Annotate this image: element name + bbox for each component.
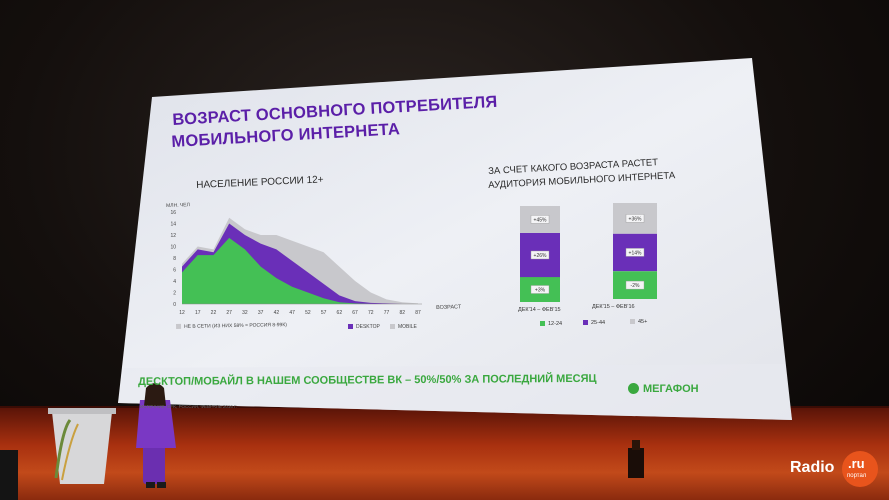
y-tick-label: 16	[170, 210, 176, 216]
legend-mobile-label: MOBILE	[398, 324, 417, 330]
x-tick-label: 17	[195, 310, 201, 316]
bar-data-label: +26%	[534, 253, 547, 259]
bar-data-label: +36%	[629, 216, 642, 222]
left-chart-xlabel: ВОЗРАСТ	[436, 304, 462, 311]
left-chart-ylabel: МЛН. ЧЕЛ	[166, 202, 190, 209]
y-tick-label: 6	[173, 268, 176, 274]
y-tick-label: 14	[170, 222, 176, 228]
x-tick-label: 27	[226, 310, 232, 316]
slide-bottom-band	[118, 364, 792, 420]
bar-legend-12-24: 12-24	[540, 321, 562, 327]
bar-legend-45plus: 45+	[630, 319, 647, 325]
legend-desktop: DESKTOP	[348, 324, 380, 330]
bar-data-label-box	[530, 250, 550, 260]
x-tick-label: 32	[242, 310, 248, 316]
x-tick-label: 47	[289, 310, 295, 316]
bar-legend-25-44-label: 25-44	[591, 320, 606, 326]
megafon-logo-icon	[628, 382, 639, 394]
bar-data-label-box	[625, 280, 645, 290]
x-tick-label: 82	[399, 310, 405, 316]
stage-equipment	[628, 440, 644, 478]
bar-data-label: +45%	[534, 217, 547, 223]
legend-offline-swatch	[176, 324, 182, 330]
watermark-text: Radio	[790, 459, 835, 476]
bar-data-label: +3%	[535, 288, 546, 294]
bar-category-2: ДЕК'15 – ФЕВ'16	[592, 304, 635, 310]
legend-mobile-swatch	[390, 324, 395, 330]
x-tick-label: 72	[368, 310, 374, 316]
bar-category-1: ДЕК'14 – ФЕВ'15	[518, 307, 561, 313]
bar-legend-25-44: 25-44	[583, 320, 605, 326]
bar-data-label: +14%	[629, 250, 642, 256]
y-tick-label: 4	[173, 279, 176, 285]
x-tick-label: 42	[274, 310, 280, 316]
radio-portal-watermark: Radio .ru портал	[790, 451, 884, 491]
population-area-chart: 0 2 4 6 8 10 12 14 16 12 17 22 27 32 37 42 47 52 57 62 67 72 7…	[170, 210, 422, 316]
bar-data-label-box	[625, 248, 645, 257]
x-tick-label: 37	[258, 310, 264, 316]
bar-legend-45plus-swatch	[630, 319, 635, 325]
x-tick-label: 12	[179, 310, 185, 316]
audience-growth-bar-chart: +3% +26% +45% -2% +14% +36%	[520, 203, 657, 302]
watermark-sub: портал	[847, 473, 867, 479]
slide-surface	[118, 58, 792, 420]
x-tick-label: 62	[337, 310, 343, 316]
megafon-logo-text: МЕГАФОН	[643, 383, 699, 395]
x-tick-label: 22	[211, 310, 217, 316]
slide-source: ИСТОЧНИК: GFK, РОССИЯ, ФЕВРАЛЬ 2016 Г.	[140, 404, 238, 409]
legend-desktop-swatch	[348, 324, 353, 330]
bar-legend-45plus-label: 45+	[638, 319, 648, 325]
watermark-badge-text: .ru	[848, 456, 865, 471]
presenter	[136, 383, 176, 488]
area-series-mobile	[182, 237, 418, 304]
legend-desktop-label: DESKTOP	[356, 324, 380, 330]
bar-legend-12-24-label: 12-24	[548, 321, 563, 327]
y-tick-label: 10	[170, 245, 176, 251]
bar-legend-25-44-swatch	[583, 320, 588, 326]
x-tick-label: 87	[415, 310, 421, 316]
bar-data-label-box	[530, 215, 550, 224]
y-tick-label: 0	[173, 302, 176, 308]
x-tick-label: 52	[305, 310, 311, 316]
speaker-left	[0, 450, 18, 500]
bar-data-label-box	[625, 214, 645, 223]
legend-mobile: MOBILE	[390, 324, 417, 330]
megafon-logo: МЕГАФОН	[628, 382, 699, 395]
x-tick-label: 67	[352, 310, 358, 316]
watermark-badge	[842, 451, 878, 487]
bar-legend-12-24-swatch	[540, 321, 545, 327]
y-tick-label: 12	[170, 233, 176, 239]
x-tick-label: 77	[384, 310, 390, 316]
y-tick-label: 2	[173, 291, 176, 297]
podium	[48, 408, 116, 484]
bar-data-label-box	[530, 285, 550, 294]
bar-data-label: -2%	[631, 283, 640, 289]
y-tick-label: 8	[173, 256, 176, 262]
x-tick-label: 57	[321, 310, 327, 316]
